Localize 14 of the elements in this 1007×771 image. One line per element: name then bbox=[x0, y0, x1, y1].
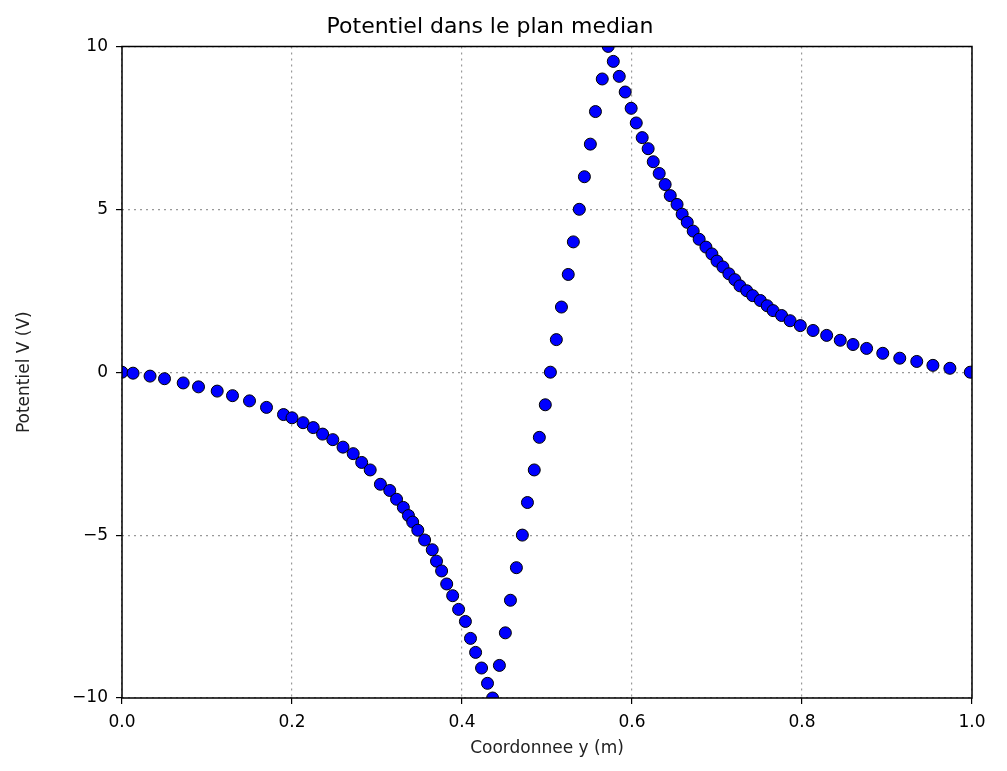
x-tick-label: 0.2 bbox=[278, 710, 306, 731]
x-tick-label: 0.6 bbox=[618, 710, 646, 731]
y-tick-label: −5 bbox=[82, 523, 108, 544]
y-tick-label: 0 bbox=[97, 360, 108, 381]
x-tick-label: 0.8 bbox=[788, 710, 816, 731]
x-tick-label: 0.4 bbox=[448, 710, 476, 731]
x-tick-label: 0.0 bbox=[108, 710, 136, 731]
x-tick-label: 1.0 bbox=[958, 710, 986, 731]
y-tick-label: 5 bbox=[97, 197, 108, 218]
x-axis-title: Coordonnee y (m) bbox=[470, 737, 624, 758]
chart-title: Potentiel dans le plan median bbox=[326, 12, 654, 38]
y-axis-title: Potentiel V (V) bbox=[12, 311, 33, 434]
y-tick-label: −10 bbox=[72, 686, 108, 707]
y-tick-label: 10 bbox=[86, 34, 108, 55]
